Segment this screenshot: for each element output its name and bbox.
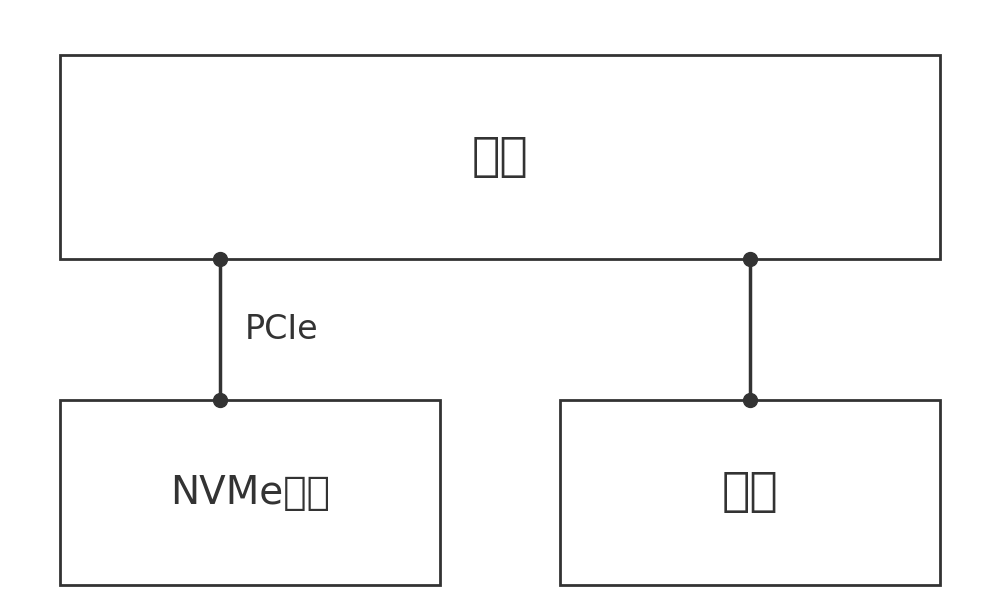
Point bbox=[212, 395, 228, 405]
FancyBboxPatch shape bbox=[60, 55, 940, 259]
Point bbox=[742, 395, 758, 405]
FancyBboxPatch shape bbox=[560, 400, 940, 585]
Point bbox=[212, 254, 228, 264]
Point bbox=[742, 254, 758, 264]
Text: PCIe: PCIe bbox=[245, 313, 319, 346]
Text: NVMe设备: NVMe设备 bbox=[170, 474, 330, 512]
Text: 主机: 主机 bbox=[472, 134, 528, 180]
Text: 内存: 内存 bbox=[722, 470, 778, 516]
FancyBboxPatch shape bbox=[60, 400, 440, 585]
